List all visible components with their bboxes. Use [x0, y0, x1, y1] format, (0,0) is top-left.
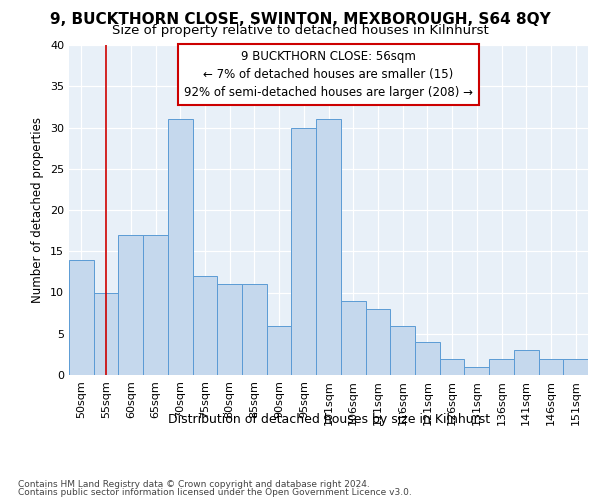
Bar [390, 326, 415, 375]
Bar [217, 284, 242, 375]
Text: Size of property relative to detached houses in Kilnhurst: Size of property relative to detached ho… [112, 24, 488, 37]
Y-axis label: Number of detached properties: Number of detached properties [31, 117, 44, 303]
Bar [94, 292, 118, 375]
Bar [440, 358, 464, 375]
Bar [193, 276, 217, 375]
Bar [539, 358, 563, 375]
Bar [341, 300, 365, 375]
Bar [489, 358, 514, 375]
Bar [242, 284, 267, 375]
Bar [69, 260, 94, 375]
Bar [168, 119, 193, 375]
Text: 9 BUCKTHORN CLOSE: 56sqm
← 7% of detached houses are smaller (15)
92% of semi-de: 9 BUCKTHORN CLOSE: 56sqm ← 7% of detache… [184, 50, 473, 99]
Bar [316, 119, 341, 375]
Bar [563, 358, 588, 375]
Bar [464, 367, 489, 375]
Text: Contains HM Land Registry data © Crown copyright and database right 2024.: Contains HM Land Registry data © Crown c… [18, 480, 370, 489]
Text: Distribution of detached houses by size in Kilnhurst: Distribution of detached houses by size … [168, 412, 490, 426]
Bar [365, 309, 390, 375]
Text: 9, BUCKTHORN CLOSE, SWINTON, MEXBOROUGH, S64 8QY: 9, BUCKTHORN CLOSE, SWINTON, MEXBOROUGH,… [50, 12, 550, 28]
Bar [415, 342, 440, 375]
Bar [143, 235, 168, 375]
Bar [292, 128, 316, 375]
Bar [267, 326, 292, 375]
Bar [514, 350, 539, 375]
Bar [118, 235, 143, 375]
Text: Contains public sector information licensed under the Open Government Licence v3: Contains public sector information licen… [18, 488, 412, 497]
